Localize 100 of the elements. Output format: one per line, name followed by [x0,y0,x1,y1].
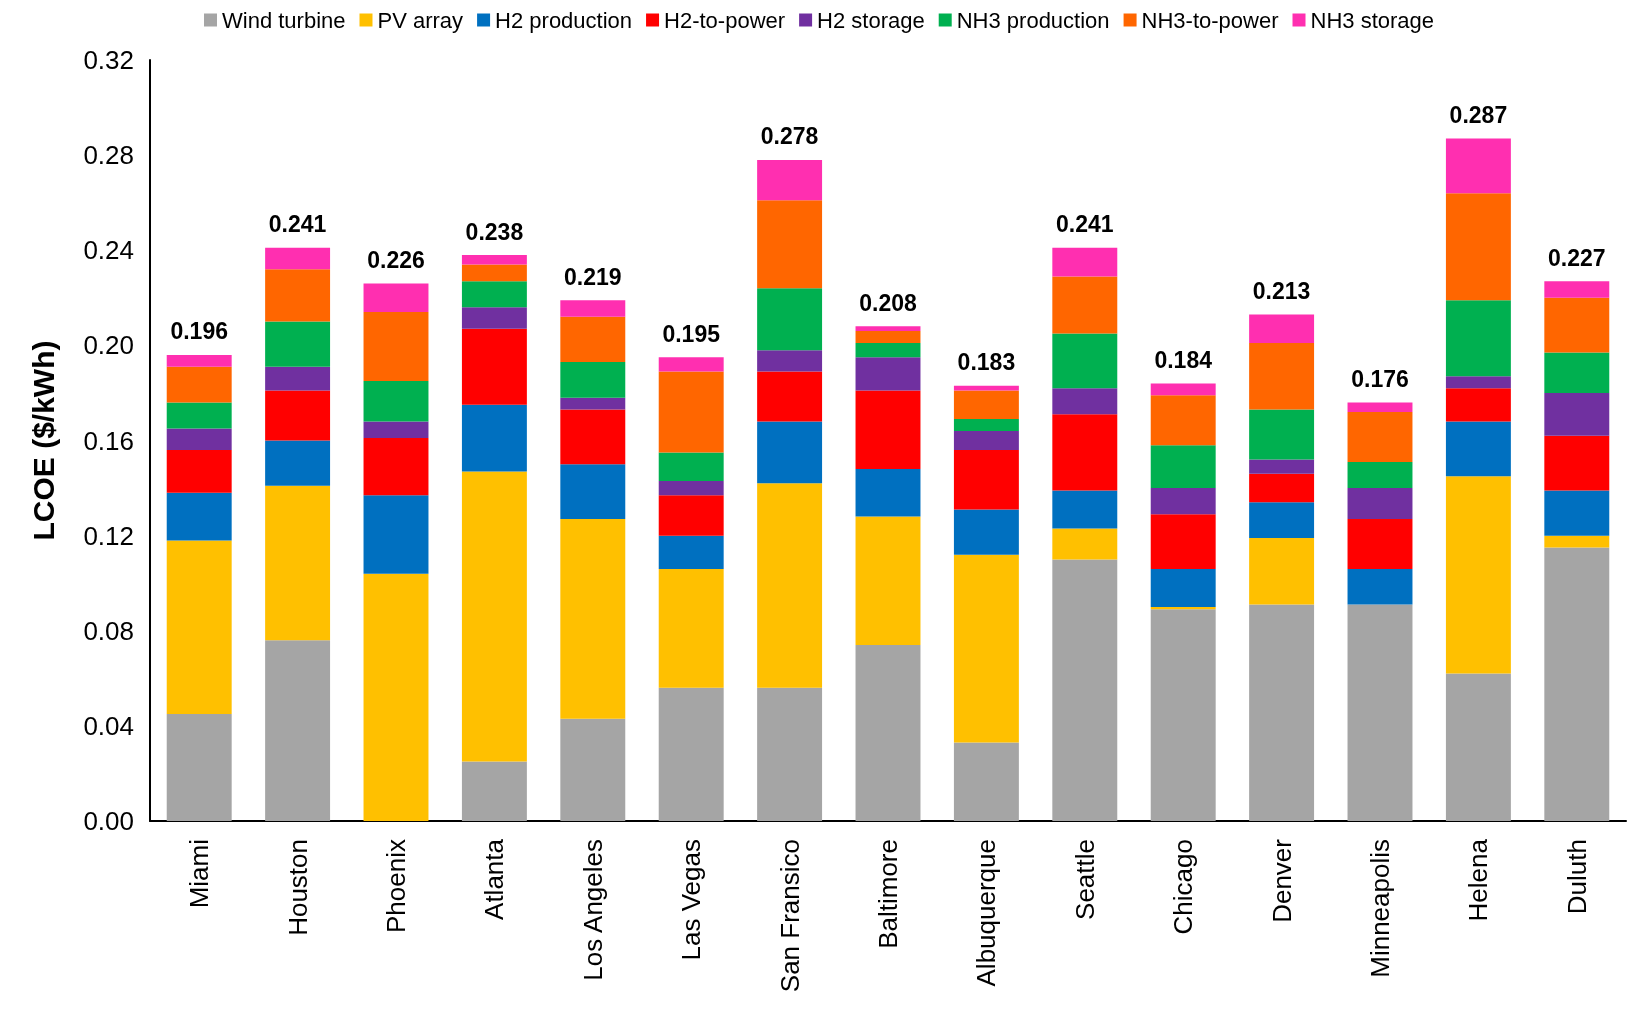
bar [757,159,823,201]
bar [166,713,232,821]
bar [560,362,626,398]
bar [265,390,331,441]
x-tick-label: Seattle [1069,839,1100,920]
bar [757,200,823,289]
bar [1347,518,1413,569]
bar [363,495,429,574]
bar [757,350,823,372]
legend-label: Wind turbine [221,7,346,33]
bar [1150,383,1216,396]
bar [1544,297,1610,353]
bar [363,381,429,422]
bar [1544,352,1610,393]
bar [1249,502,1315,538]
x-tick-label: Los Angeles [577,839,608,981]
bar [757,421,823,484]
total-label: 0.241 [1056,211,1114,238]
bar [166,450,232,493]
bar [363,573,429,821]
total-label: 0.287 [1449,101,1508,128]
bar [166,354,232,367]
bar [265,269,331,322]
bar [1445,421,1511,477]
bar [757,483,823,688]
bar [1445,376,1511,389]
bar [658,495,724,536]
bar [1249,473,1315,503]
bar [560,409,626,465]
total-label: 0.196 [170,318,228,345]
y-tick-label: 0.16 [83,425,134,456]
bar [1445,193,1511,301]
total-label: 0.219 [564,263,622,290]
x-tick-label: Helena [1463,838,1494,922]
bar [1150,445,1216,489]
bar [265,440,331,486]
bar [166,366,232,403]
bar [1544,535,1610,548]
bar [1052,414,1118,491]
bar [560,718,626,821]
bar [1150,568,1216,607]
bar [1445,300,1511,377]
bar [1445,138,1511,194]
y-tick-label: 0.28 [83,140,134,171]
bar [1347,411,1413,462]
bar [1052,528,1118,560]
bar [461,471,527,762]
bar [1445,388,1511,422]
legend-label: NH3 storage [1310,7,1435,33]
bar [1052,490,1118,529]
y-tick-label: 0.20 [83,330,134,361]
bar [265,640,331,821]
bar [953,430,1019,451]
bar [953,390,1019,420]
bar [461,264,527,282]
legend-label: H2 production [495,7,633,33]
x-tick-label: Houston [282,839,313,936]
y-tick-label: 0.12 [83,520,134,551]
x-tick-label: Chicago [1168,839,1199,935]
x-tick-label: Miami [184,839,215,909]
bar [1052,276,1118,334]
bar [855,331,921,343]
bar [658,452,724,481]
legend-label: NH3-to-power [1141,7,1279,33]
total-label: 0.227 [1548,244,1606,271]
bar [757,371,823,422]
bar [1544,281,1610,298]
bar [560,316,626,363]
total-label: 0.183 [957,349,1016,376]
bar [953,742,1019,821]
bar [1150,609,1216,821]
total-label: 0.184 [1154,346,1213,373]
total-label: 0.213 [1252,277,1311,304]
bar [1347,604,1413,821]
total-label: 0.226 [367,247,425,274]
legend-label: PV array [377,7,464,33]
total-label: 0.208 [859,289,917,316]
bar [1347,461,1413,489]
bar [461,255,527,265]
x-tick-label: Baltimore [873,839,903,949]
bar [658,371,724,453]
bar [1052,388,1118,415]
bar [855,516,921,646]
bar [1544,392,1610,436]
bar [265,247,331,270]
bar [1544,435,1610,491]
bar [658,568,724,688]
bar [560,518,626,719]
bar [461,404,527,472]
bar [461,761,527,821]
bar [363,312,429,382]
bar [363,421,429,439]
bar [658,480,724,496]
bar [560,464,626,519]
bar [1347,488,1413,519]
legend-label: NH3 production [956,7,1110,33]
bar [757,288,823,351]
bar [1347,568,1413,605]
bar [461,328,527,405]
bar [1347,402,1413,412]
